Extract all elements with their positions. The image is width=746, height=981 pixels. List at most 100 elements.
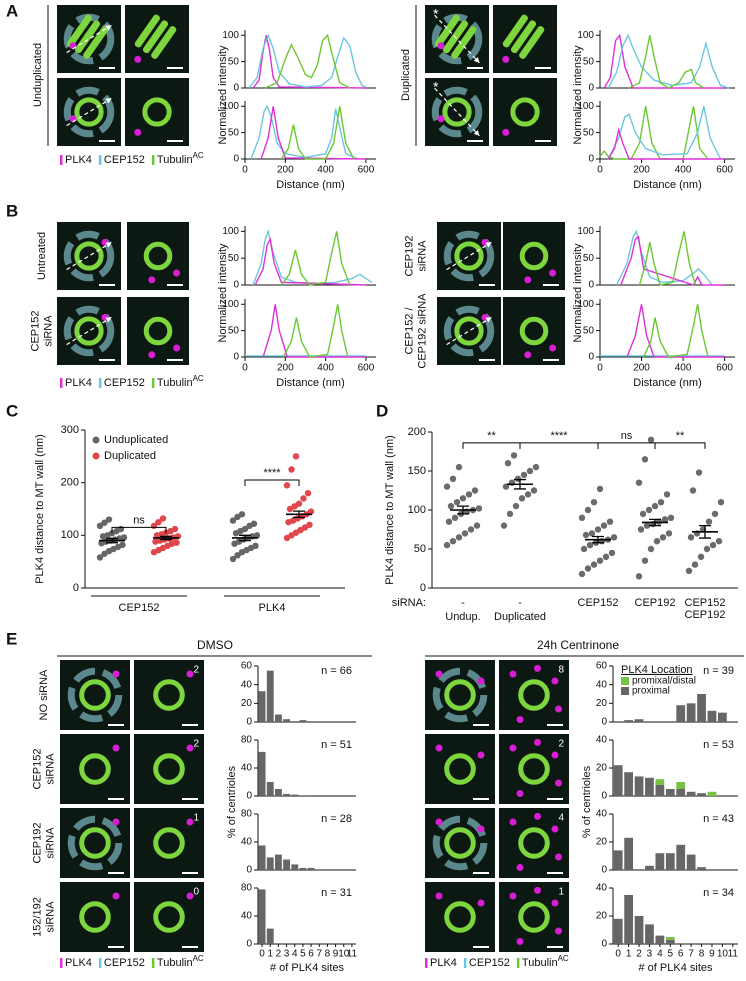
x-axis-label: Distance (nm) [276, 377, 344, 389]
x-tick-label: 600 [716, 165, 733, 176]
n-label: n = 31 [321, 887, 352, 899]
bar [266, 782, 274, 796]
x-tick-label: PLK4 [259, 602, 286, 614]
legend-superscript: AC [193, 374, 204, 383]
bar [718, 712, 727, 722]
plk4-signal [534, 886, 541, 894]
tubulin-signal [74, 20, 101, 54]
bar [665, 939, 675, 944]
data-point [238, 511, 246, 518]
bar [258, 691, 266, 722]
tubulin-signal [153, 901, 185, 933]
bar [697, 694, 706, 722]
cep152-signal [443, 305, 495, 357]
tubulin-signal [153, 827, 185, 859]
n-label: n = 28 [321, 813, 352, 825]
x-tick-label: 400 [675, 165, 692, 176]
y-tick-label: 20 [596, 911, 608, 922]
x-axis-label: # of PLK4 sites [639, 962, 713, 974]
x-tick-label: 400 [317, 165, 334, 176]
bar [283, 719, 291, 722]
data-point [639, 510, 647, 518]
panel-letter: D [376, 401, 388, 420]
legend-label: CEP152 [104, 377, 145, 389]
data-point [596, 485, 604, 493]
sem-bar [239, 534, 251, 542]
x-tick-label: CEP152 [119, 602, 160, 614]
y-tick-label: 50 [583, 253, 595, 264]
data-point [643, 522, 651, 529]
tubulin-signal [454, 316, 484, 346]
tubulin-signal [153, 679, 185, 711]
x-tick-label: 10 [338, 949, 350, 960]
legend-label: PLK4 [430, 957, 457, 969]
sem-bar [293, 510, 305, 519]
y-tick-label: 80 [241, 809, 253, 820]
y-tick-label: 40 [241, 679, 253, 690]
data-point [449, 475, 457, 482]
cep152-signal [63, 86, 115, 138]
x-tick-label: CEP152 [685, 597, 726, 609]
tubulin-signal [451, 26, 477, 59]
y-tick-label: 100 [222, 299, 239, 310]
bar [634, 916, 644, 944]
tubulin-signal [518, 753, 550, 785]
y-axis-label: PLK4 distance to MT wall (nm) [34, 434, 46, 584]
image-count: 0 [193, 887, 199, 898]
bar [266, 857, 274, 870]
y-tick-label: 0 [601, 865, 607, 876]
legend-label: CEP152 [104, 957, 145, 969]
intensity-line [282, 304, 349, 358]
y-tick-label: 80 [241, 735, 253, 746]
sem-bar [514, 478, 526, 490]
panel-letter: E [6, 629, 17, 648]
data-point [703, 545, 711, 553]
image-count: 1 [193, 813, 199, 824]
plk4-signal [134, 128, 142, 136]
bar [634, 776, 644, 796]
legend-swatch [621, 687, 629, 695]
plk4-signal [509, 744, 517, 752]
x-tick-label: 9 [333, 949, 339, 960]
data-point [705, 518, 713, 525]
n-label: n = 51 [321, 739, 352, 751]
legend-title: PLK4 Location [621, 664, 693, 676]
significance-label: ns [133, 514, 145, 526]
data-point [584, 565, 592, 572]
tubulin-signal [518, 827, 550, 859]
data-point [96, 554, 104, 561]
bar [274, 714, 282, 722]
plk4-signal [516, 864, 524, 871]
data-point [647, 545, 655, 553]
bar [645, 865, 654, 870]
y-tick-label: 40 [241, 911, 253, 922]
bar [624, 720, 633, 722]
plk4-signal [186, 892, 194, 900]
data-point [443, 541, 451, 549]
significance-label: **** [550, 430, 568, 442]
row-label: CEP152 [29, 311, 41, 352]
cep152-signal [431, 86, 483, 138]
data-point [590, 561, 598, 568]
tubulin-signal [518, 901, 550, 933]
legend-text: Tubulin [157, 377, 193, 389]
data-point [697, 553, 705, 560]
data-point [101, 519, 108, 526]
intensity-line [248, 33, 367, 89]
tubulin-signal [502, 14, 528, 48]
bar [655, 853, 665, 870]
y-tick-label: 100 [408, 504, 426, 516]
y-tick-label: 0 [233, 280, 239, 291]
data-point [637, 526, 645, 533]
x-tick-label: 6 [308, 949, 314, 960]
data-point [691, 561, 699, 568]
y-axis-label: PLK4 distance to MT wall (nm) [384, 435, 396, 585]
bar [307, 867, 315, 870]
significance-bracket [111, 526, 167, 534]
tubulin-signal [79, 679, 111, 711]
intensity-line [615, 229, 713, 286]
data-point [451, 514, 459, 521]
plk4-signal [148, 276, 156, 284]
plk4-signal [551, 751, 559, 759]
y-tick-label: 0 [246, 717, 252, 728]
